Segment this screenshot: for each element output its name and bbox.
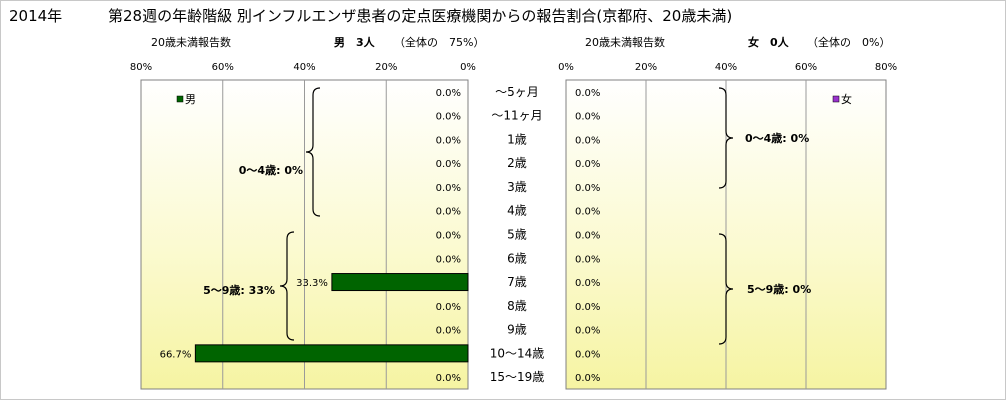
male-summary-share: （全体の 75%） — [394, 35, 484, 49]
male-x-tick-label: 60% — [212, 62, 234, 73]
female-x-tick-label: 80% — [875, 62, 897, 73]
male-bar — [331, 273, 469, 292]
female-value-label: 0.0% — [575, 349, 600, 360]
male-value-label: 0.0% — [436, 159, 461, 170]
female-value-label: 0.0% — [575, 112, 600, 123]
value-labels: 0.0% 0.0% 0.0% 0.0% 0.0% 0.0% 0.0% 0.0% 33.3% 0.0… — [160, 88, 601, 384]
male-group-0-4: 0～4歳: 0% — [239, 163, 303, 177]
male-value-label: 0.0% — [436, 373, 461, 384]
male-x-tick-label: 20% — [375, 62, 397, 73]
female-value-label: 0.0% — [575, 159, 600, 170]
age-category-label: 7歳 — [507, 275, 527, 289]
male-bar — [194, 344, 469, 363]
chart-year: 2014年 — [9, 7, 62, 25]
female-value-label: 0.0% — [575, 88, 600, 99]
age-category-labels: ～5ヶ月 ～11ヶ月 1歳 2歳 3歳 4歳 5歳 6歳 7歳 8歳 9歳 10～14歳 15～19歳 — [490, 85, 545, 384]
age-category-label: 6歳 — [507, 251, 527, 265]
female-x-tick-label: 60% — [795, 62, 817, 73]
male-value-label: 0.0% — [436, 231, 461, 242]
male-value-label: 33.3% — [296, 278, 328, 289]
female-x-tick-label: 40% — [715, 62, 737, 73]
male-brace-5-9 — [279, 231, 295, 341]
male-value-label: 0.0% — [436, 135, 461, 146]
female-group-5-9: 5～9歳: 0% — [747, 282, 811, 296]
male-group-5-9: 5～9歳: 33% — [203, 283, 275, 297]
male-x-tick-label: 40% — [293, 62, 315, 73]
axis-ticks: 0% 0% 20% 20% 40% 40% 60% 60% 80% 80% — [130, 62, 897, 73]
male-value-label: 0.0% — [436, 302, 461, 313]
legend-male-label: 男 — [185, 93, 196, 106]
female-summary-share: （全体の 0%） — [807, 35, 890, 49]
female-value-label: 0.0% — [575, 326, 600, 337]
age-category-label: 4歳 — [507, 204, 527, 218]
male-axis-caption: 20歳未満報告数 — [151, 36, 231, 49]
female-axis-caption: 20歳未満報告数 — [585, 36, 665, 49]
female-value-label: 0.0% — [575, 207, 600, 218]
male-value-label: 0.0% — [436, 254, 461, 265]
legend-male-swatch — [176, 95, 184, 103]
female-brace-0-4 — [718, 87, 734, 189]
female-brace-5-9 — [718, 233, 734, 345]
male-x-tick-label: 0% — [460, 62, 476, 73]
male-brace-0-4 — [305, 87, 321, 217]
age-category-label: 5歳 — [507, 228, 527, 242]
female-value-label: 0.0% — [575, 135, 600, 146]
legend-female-label: 女 — [841, 92, 852, 106]
age-category-label: ～11ヶ月 — [491, 109, 542, 123]
female-x-tick-label: 0% — [558, 62, 574, 73]
female-value-label: 0.0% — [575, 231, 600, 242]
chart-title: 第28週の年齢階級 別インフルエンザ患者の定点医療機関からの報告割合(京都府、2… — [108, 7, 732, 25]
legend-female-swatch — [832, 95, 840, 103]
female-value-label: 0.0% — [575, 278, 600, 289]
age-category-label: 2歳 — [507, 156, 527, 170]
age-category-label: 9歳 — [507, 323, 527, 337]
male-value-label: 0.0% — [436, 183, 461, 194]
female-value-label: 0.0% — [575, 373, 600, 384]
age-category-label: ～5ヶ月 — [495, 85, 539, 99]
female-group-0-4: 0～4歳: 0% — [745, 131, 809, 145]
age-category-label: 1歳 — [507, 132, 527, 146]
age-category-label: 10～14歳 — [490, 346, 545, 360]
female-value-label: 0.0% — [575, 302, 600, 313]
bars — [194, 273, 469, 363]
male-value-label: 0.0% — [436, 207, 461, 218]
male-summary-label: 男 3人 — [334, 35, 376, 49]
female-summary-label: 女 0人 — [748, 35, 790, 49]
female-value-label: 0.0% — [575, 183, 600, 194]
female-x-tick-label: 20% — [635, 62, 657, 73]
age-category-label: 8歳 — [507, 299, 527, 313]
age-category-label: 15～19歳 — [490, 370, 545, 384]
male-x-tick-label: 80% — [130, 62, 152, 73]
male-value-label: 66.7% — [160, 349, 192, 360]
age-category-label: 3歳 — [507, 180, 527, 194]
male-value-label: 0.0% — [436, 88, 461, 99]
male-value-label: 0.0% — [436, 326, 461, 337]
female-value-label: 0.0% — [575, 254, 600, 265]
male-value-label: 0.0% — [436, 112, 461, 123]
